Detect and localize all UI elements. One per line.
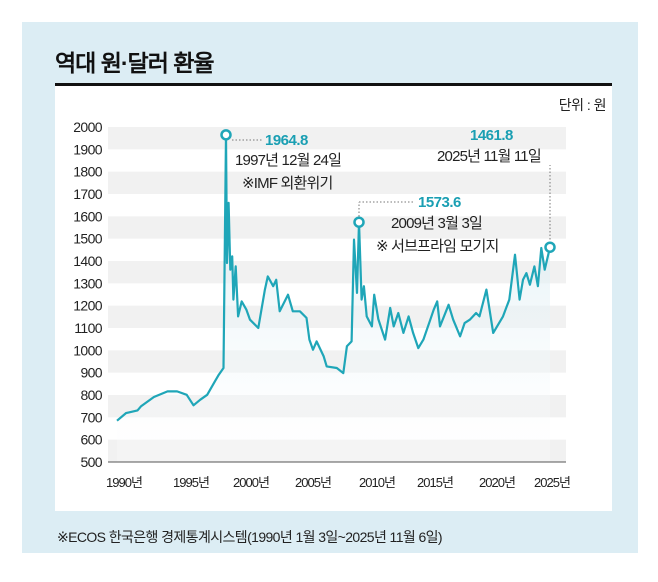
annotation-value: 1964.8 [265,132,308,149]
y-tick-label: 800 [80,387,102,403]
grid-band [108,171,566,194]
y-tick-label: 900 [80,365,102,381]
x-tick-label: 2005년 [295,475,331,490]
source-footer: ※ECOS 한국은행 경제통계시스템(1990년 1월 3일~2025년 11월… [57,529,443,545]
x-tick-label: 1990년 [106,475,142,490]
series-line [116,133,552,422]
y-tick-label: 1900 [73,141,103,157]
y-tick-label: 1300 [73,275,103,291]
annotation-date: 1997년 12월 24일 [235,152,341,169]
annotation-note: ※IMF 외환위기 [242,175,333,192]
grid-band [108,216,566,239]
y-tick-label: 700 [80,409,102,425]
x-tick-label: 2015년 [417,475,453,490]
y-tick-label: 600 [80,432,102,448]
y-tick-label: 500 [80,454,102,470]
x-tick-label: 2020년 [479,475,515,490]
y-tick-label: 1000 [73,342,103,358]
chart-title: 역대 원·달러 환율 [55,50,215,76]
x-tick-label: 2000년 [233,475,269,490]
x-tick-label: 1995년 [173,475,209,490]
y-tick-label: 1600 [73,208,103,224]
y-tick-label: 1700 [73,186,103,202]
annotation-date: 2009년 3월 3일 [391,215,482,232]
y-tick-label: 1200 [73,298,103,314]
peak-marker [353,216,365,228]
y-tick-label: 1800 [73,164,103,180]
x-tick-label: 2010년 [359,475,395,490]
title-rule [55,83,612,86]
y-tick-label: 2000 [73,119,103,135]
peak-marker [220,129,232,141]
peak-marker [544,241,556,253]
annotation-value: 1573.6 [418,194,461,211]
y-tick-label: 1500 [73,231,103,247]
annotation-note: ※ 서브프라임 모기지 [376,238,499,255]
y-tick-label: 1100 [74,320,103,336]
y-tick-label: 1400 [73,253,103,269]
annotation-value: 1461.8 [470,127,513,144]
x-tick-label: 2025년 [534,475,570,490]
annotation-date: 2025년 11월 11일 [437,148,541,165]
grid-band [108,261,566,284]
unit-label: 단위 : 원 [558,97,607,113]
